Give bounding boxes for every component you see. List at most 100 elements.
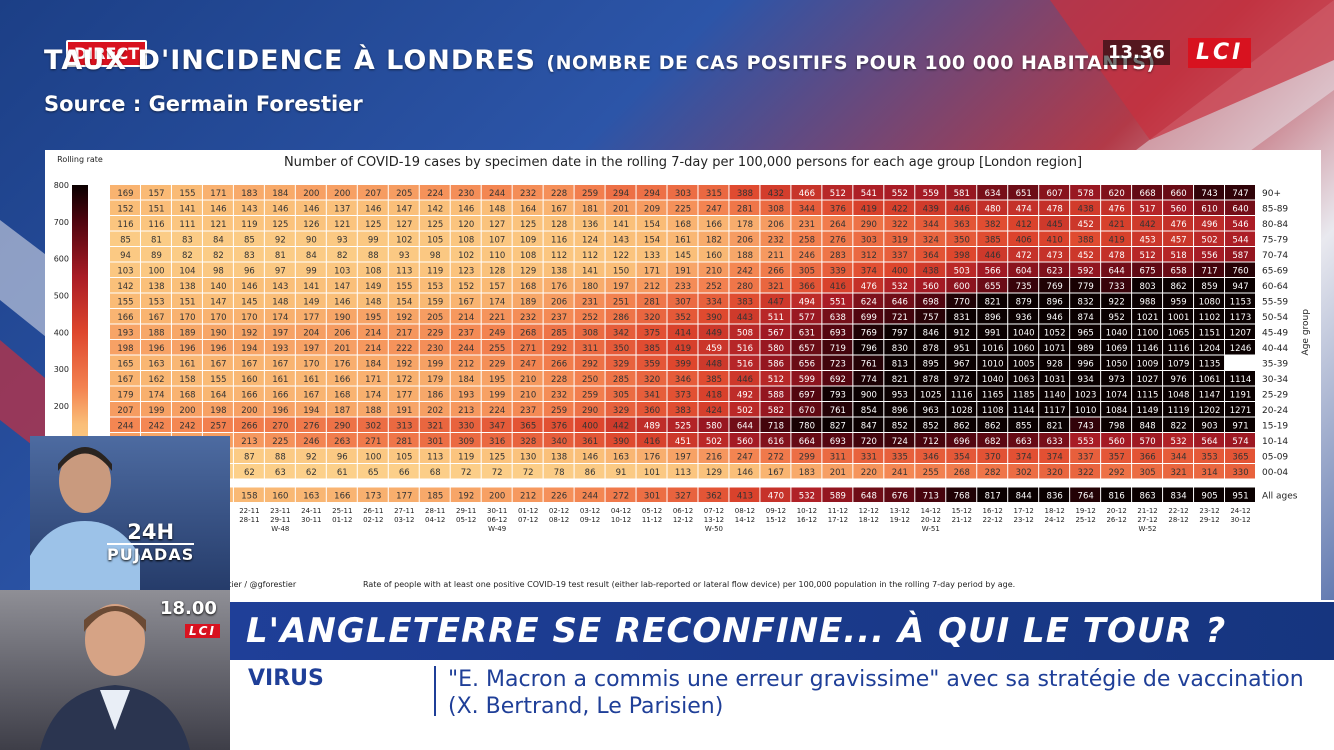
heat-cell [605, 247, 636, 262]
cell-value: 301 [427, 437, 443, 447]
x-tick-label: 07-12 [518, 516, 538, 524]
heat-cell [574, 278, 605, 293]
cell-value: 121 [334, 220, 350, 230]
heat-cell [295, 324, 326, 339]
heat-cell [295, 386, 326, 401]
cell-value: 141 [303, 282, 319, 292]
heat-cell [481, 324, 512, 339]
cell-value: 129 [520, 266, 536, 276]
cell-value: 757 [923, 313, 939, 323]
heat-cell [729, 231, 760, 246]
heat-cell [915, 402, 946, 417]
cell-value: 85 [120, 235, 131, 245]
heat-cell [1225, 231, 1255, 246]
cell-value: 183 [799, 468, 815, 478]
heat-cell [884, 448, 915, 463]
heat-cell [636, 309, 667, 324]
heat-cell [1194, 231, 1225, 246]
all-ages-cell [419, 487, 450, 502]
cell-value: 138 [179, 282, 195, 292]
cell-value: 692 [830, 375, 846, 385]
cell-value: 148 [272, 297, 288, 307]
heat-cell [450, 200, 481, 215]
cell-value: 412 [1016, 220, 1032, 230]
cell-value: 578 [1078, 189, 1094, 199]
heat-cell [1039, 216, 1070, 231]
cell-value: 374 [1047, 452, 1063, 462]
heat-cell [636, 216, 667, 231]
heat-cell [202, 340, 233, 355]
heat-cell [729, 433, 760, 448]
heat-cell [357, 464, 388, 479]
cell-value: 472 [1016, 251, 1032, 261]
cell-value: 607 [1047, 189, 1063, 199]
heat-cell [326, 340, 357, 355]
cell-value: 113 [396, 266, 412, 276]
cell-value: 302 [1016, 468, 1032, 478]
heat-cell [450, 433, 481, 448]
heat-cell [202, 278, 233, 293]
cell-value: 644 [1109, 266, 1125, 276]
cell-value: 88 [368, 251, 379, 261]
heat-cell [667, 293, 698, 308]
heat-cell [574, 402, 605, 417]
heat-cell [605, 185, 636, 200]
cell-value: 366 [799, 282, 815, 292]
cell-value: 399 [675, 359, 691, 369]
age-group-label: 10-14 [1262, 437, 1288, 447]
cell-value: 859 [1201, 282, 1217, 292]
cell-value: 72 [523, 468, 534, 478]
heat-cell [884, 247, 915, 262]
heat-cell [110, 247, 140, 262]
heat-cell [140, 417, 171, 432]
show-name-bottom: PUJADAS [107, 543, 195, 564]
cell-value: 150 [613, 266, 629, 276]
heat-cell [667, 185, 698, 200]
cell-value: 1010 [982, 359, 1004, 369]
cell-value: 214 [365, 328, 381, 338]
cell-value: 733 [1109, 282, 1125, 292]
heat-cell [543, 464, 574, 479]
heat-cell [326, 433, 357, 448]
cell-value: 294 [613, 189, 629, 199]
cell-value: 214 [365, 344, 381, 354]
cell-value: 146 [210, 204, 226, 214]
heat-cell [853, 371, 884, 386]
all-ages-cell [1008, 487, 1039, 502]
heat-cell [140, 200, 171, 215]
cell-value: 232 [520, 189, 536, 199]
heat-cell [1039, 231, 1070, 246]
heat-cell [357, 309, 388, 324]
cell-value: 385 [644, 344, 660, 354]
heat-cell [419, 293, 450, 308]
heat-cell [1132, 231, 1163, 246]
all-ages-value: 816 [1109, 491, 1125, 501]
cell-value: 149 [365, 282, 381, 292]
cell-value: 193 [117, 328, 133, 338]
cell-value: 451 [675, 437, 691, 447]
cell-value: 346 [675, 375, 691, 385]
heat-cell [853, 216, 884, 231]
cell-value: 99 [368, 235, 379, 245]
heat-cell [543, 200, 574, 215]
heat-cell [110, 340, 140, 355]
cell-value: 341 [644, 390, 660, 400]
cell-value: 350 [954, 235, 970, 245]
age-group-label: 45-49 [1262, 328, 1288, 338]
heat-cell [915, 371, 946, 386]
cell-value: 120 [458, 220, 474, 230]
heat-cell [450, 185, 481, 200]
cell-value: 1147 [1199, 390, 1221, 400]
heat-cell [605, 464, 636, 479]
x-tick-label: 17-12 [828, 516, 848, 524]
cell-value: 651 [1016, 189, 1032, 199]
cell-value: 656 [799, 359, 815, 369]
cell-value: 1009 [1137, 359, 1159, 369]
heat-cell [512, 417, 543, 432]
all-ages-cell [636, 487, 667, 502]
heat-cell [977, 402, 1008, 417]
cell-value: 199 [489, 390, 505, 400]
cell-value: 123 [458, 266, 474, 276]
cell-value: 418 [706, 390, 722, 400]
heat-cell [791, 185, 822, 200]
